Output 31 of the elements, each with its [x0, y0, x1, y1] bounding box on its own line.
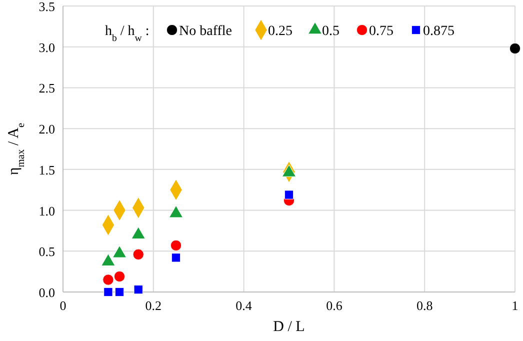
point — [171, 253, 181, 262]
y-tick-label: 3.5 — [38, 0, 55, 14]
y-tick-label: 2.0 — [38, 122, 55, 137]
x-tick-label: 0.8 — [416, 298, 433, 313]
y-tick-label: 0.0 — [38, 285, 55, 300]
point — [134, 284, 143, 294]
x-tick-label: 0.6 — [326, 298, 343, 313]
legend-label: 0.75 — [369, 24, 394, 39]
y-tick-label: 1.0 — [38, 203, 55, 218]
point — [170, 240, 182, 252]
legend-label: No baffle — [179, 24, 232, 39]
legend-label: 0.25 — [268, 24, 292, 39]
legend-label: 0.5 — [322, 24, 340, 39]
y-tick-label: 3.0 — [38, 40, 55, 55]
x-tick-label: 0 — [60, 298, 66, 313]
point — [284, 190, 294, 200]
y-tick-label: 1.5 — [38, 162, 55, 178]
point — [114, 270, 126, 282]
legend-title: h$_{b}$ / h$_{w}$ : — [105, 24, 150, 44]
point — [104, 287, 113, 297]
point — [102, 274, 114, 286]
legend-label: 0.875 — [423, 24, 454, 39]
x-tick-label: 0.4 — [236, 298, 252, 313]
y-tick-label: 2.5 — [38, 80, 55, 96]
point — [114, 287, 124, 297]
point — [132, 248, 144, 260]
point — [509, 42, 521, 54]
y-tick-label: 0.5 — [38, 244, 55, 260]
x-axis-title: D / L — [273, 319, 305, 335]
x-tick-label: 1 — [512, 298, 518, 313]
x-tick-label: 0.2 — [145, 298, 162, 313]
